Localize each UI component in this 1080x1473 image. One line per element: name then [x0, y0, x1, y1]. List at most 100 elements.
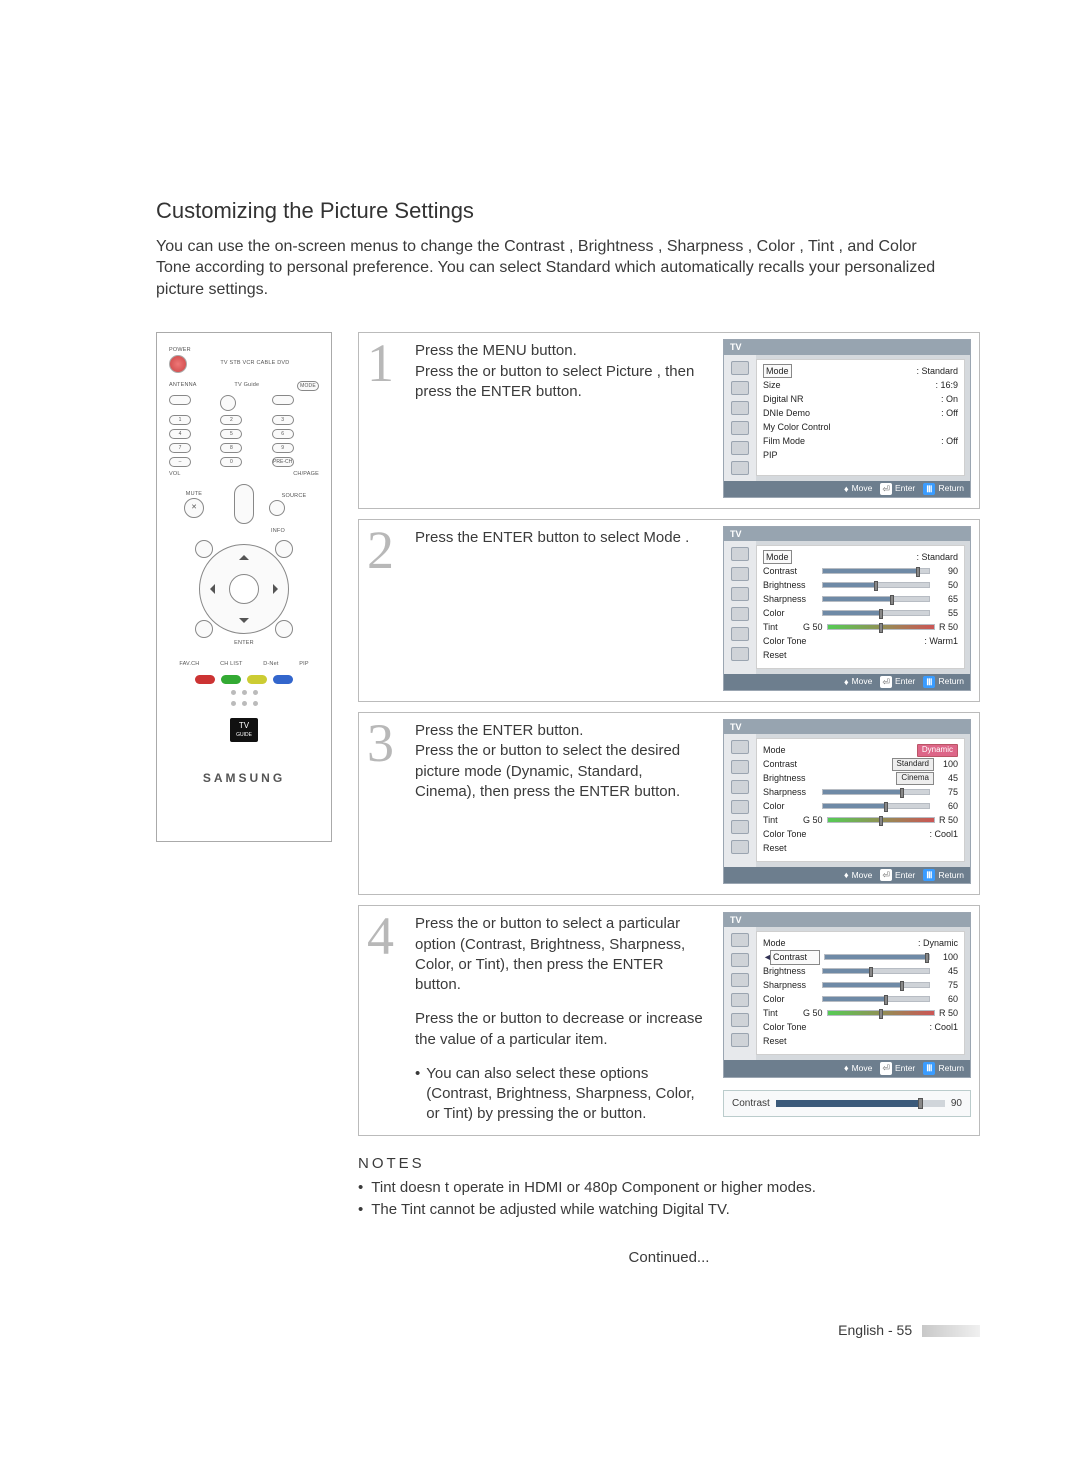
note-2: The Tint cannot be adjusted while watchi… [358, 1200, 980, 1220]
osd3-opt-standard: Standard [892, 758, 934, 771]
pre-ch-button: PRE-CH [272, 457, 294, 467]
info-label: INFO [271, 528, 285, 535]
num-3: 3 [272, 415, 294, 425]
note-1: Tint doesn t operate in HDMI or 480p Com… [358, 1178, 980, 1198]
osd2-brightness-val: 50 [934, 579, 958, 591]
osd4-sharpness-val: 75 [934, 979, 958, 991]
osd4-reset-label: Reset [763, 1035, 787, 1047]
mode-button: MODE [297, 381, 319, 391]
antenna-label: ANTENNA [169, 382, 197, 389]
mute-icon: ✕ [184, 498, 204, 518]
osd1-row-label: My Color Control [763, 421, 831, 433]
step-num-2: 2 [367, 526, 403, 691]
num-1: 1 [169, 415, 191, 425]
osd3-brightness-val: 45 [934, 772, 958, 784]
step4-bullet: You can also select these options (Contr… [426, 1064, 707, 1125]
foot-return: Return [938, 870, 964, 881]
osd4-mode-label: Mode [763, 937, 786, 949]
osd1-row-label: PIP [763, 449, 778, 461]
step-num-3: 3 [367, 719, 403, 884]
osd4-sharpness-label: Sharpness [763, 979, 818, 991]
osd1-row: Mode: Standard [763, 364, 958, 378]
foot-enter: Enter [895, 483, 915, 494]
contrast-bar-val: 90 [951, 1097, 962, 1111]
osd2-sharpness-label: Sharpness [763, 593, 818, 605]
osd3-tint-g: G 50 [803, 814, 823, 826]
osd2-reset-label: Reset [763, 649, 787, 661]
osd1-row: My Color Control [763, 420, 958, 434]
osd3-opt-cinema: Cinema [896, 772, 934, 785]
osd4-color-val: 60 [934, 993, 958, 1005]
osd1-row: Film Mode: Off [763, 434, 958, 448]
step-num-4: 4 [367, 912, 403, 1124]
osd3-mode-label: Mode [763, 744, 786, 756]
osd2-tint-label: Tint [763, 621, 803, 633]
foot-enter: Enter [895, 676, 915, 687]
step-3: 3 Press the ENTER button. Press the or b… [358, 712, 980, 895]
favch-label: FAV.CH [179, 661, 199, 668]
power-label: POWER [169, 347, 191, 354]
notes-heading: NOTES [358, 1154, 980, 1174]
osd-header: TV [724, 527, 970, 541]
osd-menu-2: TV Mode: Standard Contrast90 Brightness5… [723, 526, 971, 691]
osd2-mode-label: Mode [763, 550, 792, 564]
osd4-contrast-val: 100 [934, 951, 958, 963]
osd4-tint-g: G 50 [803, 1007, 823, 1019]
vol-rocker [234, 484, 254, 524]
page-footer: English - 55 [838, 1322, 912, 1338]
osd3-tint-r: R 50 [939, 814, 958, 826]
osd2-mode-value: : Standard [916, 551, 958, 563]
foot-move: Move [852, 676, 873, 687]
osd1-row-value: : On [941, 393, 958, 405]
foot-return: Return [938, 483, 964, 494]
mute-label: MUTE [169, 491, 219, 498]
step4-para1: Press the or button to select a particul… [415, 914, 707, 995]
vol-label: VOL [169, 471, 181, 478]
osd3-sharpness-val: 75 [934, 786, 958, 798]
osd2-contrast-val: 90 [934, 565, 958, 577]
contrast-bar-label: Contrast [732, 1097, 770, 1111]
num-2: 2 [220, 415, 242, 425]
osd4-brightness-val: 45 [934, 965, 958, 977]
osd4-tint-r: R 50 [939, 1007, 958, 1019]
num-0: 0 [220, 457, 242, 467]
enter-label: ENTER [234, 640, 254, 647]
ant-oval [169, 395, 191, 405]
num-4: 4 [169, 429, 191, 439]
osd1-row-value: : Standard [916, 365, 958, 377]
osd4-tint-label: Tint [763, 1007, 803, 1019]
step-num-1: 1 [367, 339, 403, 497]
step-4: 4 Press the or button to select a partic… [358, 905, 980, 1135]
red-button-icon [195, 675, 215, 684]
osd3-opt-dynamic: Dynamic [917, 744, 958, 757]
dpad [199, 544, 289, 634]
source-label: SOURCE [269, 493, 319, 500]
num-5: 5 [220, 429, 242, 439]
osd1-row-value: : Off [941, 435, 958, 447]
corner-btn-tr [275, 540, 293, 558]
osd3-reset-label: Reset [763, 842, 787, 854]
blank-oval [272, 395, 294, 405]
osd3-contrast-val: 100 [934, 758, 958, 770]
blue-button-icon [273, 675, 293, 684]
osd1-row: Digital NR: On [763, 392, 958, 406]
source-row-label: TV STB VCR CABLE DVD [191, 352, 319, 367]
osd-menu-3: TV Mode Dynamic Contrast [723, 719, 971, 884]
num-6: 6 [272, 429, 294, 439]
round-btn [220, 395, 236, 411]
osd3-sharpness-label: Sharpness [763, 786, 818, 798]
osd2-color-label: Color [763, 607, 818, 619]
corner-btn-br [275, 620, 293, 638]
osd1-row: DNIe Demo: Off [763, 406, 958, 420]
step-text-4: Press the or button to select a particul… [415, 912, 707, 1124]
remote-illustration: POWER TV STB VCR CABLE DVD ANTENNA TV Gu… [156, 332, 332, 842]
foot-enter: Enter [895, 1063, 915, 1074]
tvguide-label: TV Guide [234, 382, 259, 389]
osd2-brightness-label: Brightness [763, 579, 818, 591]
source-btn [269, 500, 285, 516]
step-text-3: Press the ENTER button. Press the or but… [415, 719, 707, 884]
power-button-icon [169, 355, 187, 373]
num-9: 9 [272, 443, 294, 453]
osd4-color-label: Color [763, 993, 818, 1005]
osd-header: TV [724, 340, 970, 354]
